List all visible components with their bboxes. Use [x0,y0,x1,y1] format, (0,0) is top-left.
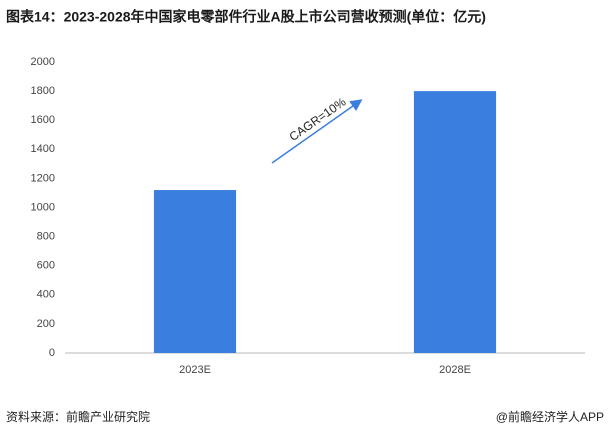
y-tick-label: 200 [37,318,55,330]
y-tick-label: 2000 [31,56,55,68]
credit: @前瞻经济学人APP [496,409,604,424]
y-tick-label: 0 [49,347,55,359]
cagr-arrow [271,99,363,164]
y-tick-label: 1200 [31,172,55,184]
y-tick-label: 1800 [31,85,55,97]
chart-title: 图表14：2023-2028年中国家电零部件行业A股上市公司营收预测(单位：亿元… [6,9,486,25]
y-tick-label: 800 [37,231,55,243]
y-tick-label: 400 [37,289,55,301]
bar [413,91,497,353]
annotation: CAGR=10% [287,95,349,144]
x-tick-label: 2023E [179,364,211,376]
source: 资料来源：前瞻产业研究院 [6,409,150,424]
y-tick-label: 1000 [31,201,55,213]
y-tick-label: 1600 [31,114,55,126]
x-tick-label: 2028E [439,364,471,376]
y-tick-label: 600 [37,260,55,272]
bar [153,190,237,353]
y-tick-label: 1400 [31,143,55,155]
